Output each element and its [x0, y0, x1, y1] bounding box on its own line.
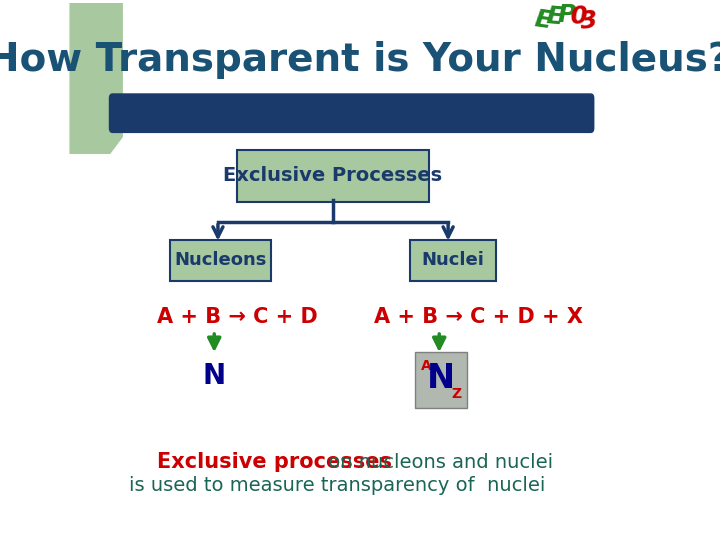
Text: Nucleons: Nucleons	[175, 252, 267, 269]
Text: A: A	[421, 359, 432, 373]
Text: is used to measure transparency of  nuclei: is used to measure transparency of nucle…	[129, 476, 545, 495]
Text: N: N	[427, 362, 455, 395]
Text: Exclusive processes: Exclusive processes	[157, 453, 392, 472]
Text: 3: 3	[580, 8, 599, 33]
Text: Nuclei: Nuclei	[421, 252, 484, 269]
FancyBboxPatch shape	[238, 150, 429, 202]
Text: on nucleons and nuclei: on nucleons and nuclei	[322, 453, 553, 472]
Text: E: E	[533, 8, 554, 33]
Polygon shape	[69, 3, 123, 154]
Text: A + B → C + D: A + B → C + D	[157, 307, 318, 327]
Text: Z: Z	[451, 387, 462, 401]
FancyBboxPatch shape	[415, 352, 467, 408]
Text: N: N	[202, 362, 226, 390]
FancyBboxPatch shape	[109, 93, 595, 133]
Text: Exclusive Processes: Exclusive Processes	[223, 166, 443, 185]
Text: How Transparent is Your Nucleus?: How Transparent is Your Nucleus?	[0, 42, 720, 79]
Text: E: E	[546, 4, 564, 29]
Text: 0: 0	[570, 4, 588, 29]
Text: A + B → C + D + X: A + B → C + D + X	[374, 307, 583, 327]
FancyBboxPatch shape	[171, 240, 271, 281]
Text: P: P	[558, 3, 576, 26]
FancyBboxPatch shape	[410, 240, 495, 281]
